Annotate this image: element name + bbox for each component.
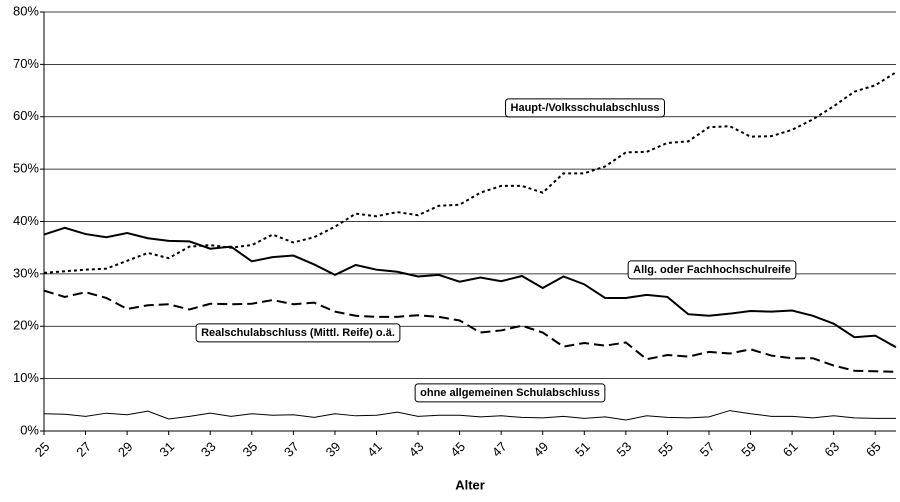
- x-tick-label: 53: [614, 439, 635, 460]
- x-tick-label: 35: [240, 439, 261, 460]
- x-tick-label: 49: [530, 439, 551, 460]
- x-tick-label: 33: [198, 439, 219, 460]
- label-box: [414, 383, 606, 403]
- series-label: Allg. oder Fachhochschulreife: [627, 260, 797, 280]
- y-tick-label: 0%: [20, 422, 39, 437]
- series-name: Haupt-/Volksschulabschluss: [511, 102, 660, 114]
- series-name: ohne allgemeinen Schulabschluss: [420, 387, 600, 399]
- x-tick-label: 25: [32, 439, 53, 460]
- line: [43, 226, 897, 349]
- x-tick-label: 45: [447, 439, 468, 460]
- x-tick-label: 29: [115, 439, 136, 460]
- x-tick-label: 31: [156, 439, 177, 460]
- y-tick-label: 10%: [13, 370, 39, 385]
- series-name: Realschulabschluss (Mittl. Reife) o.ä.: [201, 327, 395, 339]
- label-box: [505, 98, 665, 118]
- label-box: [627, 260, 797, 280]
- x-tick-label: 41: [364, 439, 385, 460]
- x-tick-label: 47: [489, 439, 510, 460]
- y-tick-label: 40%: [13, 213, 39, 228]
- x-tick-label: 37: [281, 439, 302, 460]
- line: [43, 71, 897, 274]
- x-tick-label: 59: [738, 439, 759, 460]
- series-label: ohne allgemeinen Schulabschluss: [414, 383, 606, 403]
- line: [43, 289, 897, 373]
- x-tick-label: 57: [697, 439, 718, 460]
- series-label: Haupt-/Volksschulabschluss: [505, 98, 665, 118]
- y-tick-label: 20%: [13, 318, 39, 333]
- series-label: Realschulabschluss (Mittl. Reife) o.ä.: [195, 323, 401, 343]
- x-tick-label: 39: [323, 439, 344, 460]
- y-tick-label: 70%: [13, 56, 39, 71]
- x-tick-label: 63: [821, 439, 842, 460]
- x-tick-label: 27: [73, 439, 94, 460]
- line: [43, 410, 896, 421]
- y-tick-label: 60%: [13, 108, 39, 123]
- y-tick-label: 50%: [13, 161, 39, 176]
- x-tick-label: 51: [572, 439, 593, 460]
- x-tick-label: 43: [406, 439, 427, 460]
- x-axis-label: Alter: [455, 477, 485, 492]
- label-box: [195, 323, 401, 343]
- y-tick-label: 30%: [13, 265, 39, 280]
- x-tick-label: 65: [863, 439, 884, 460]
- series-name: Allg. oder Fachhochschulreife: [633, 264, 791, 276]
- x-tick-label: 61: [780, 439, 801, 460]
- y-tick-label: 80%: [13, 3, 39, 18]
- x-tick-label: 55: [655, 439, 676, 460]
